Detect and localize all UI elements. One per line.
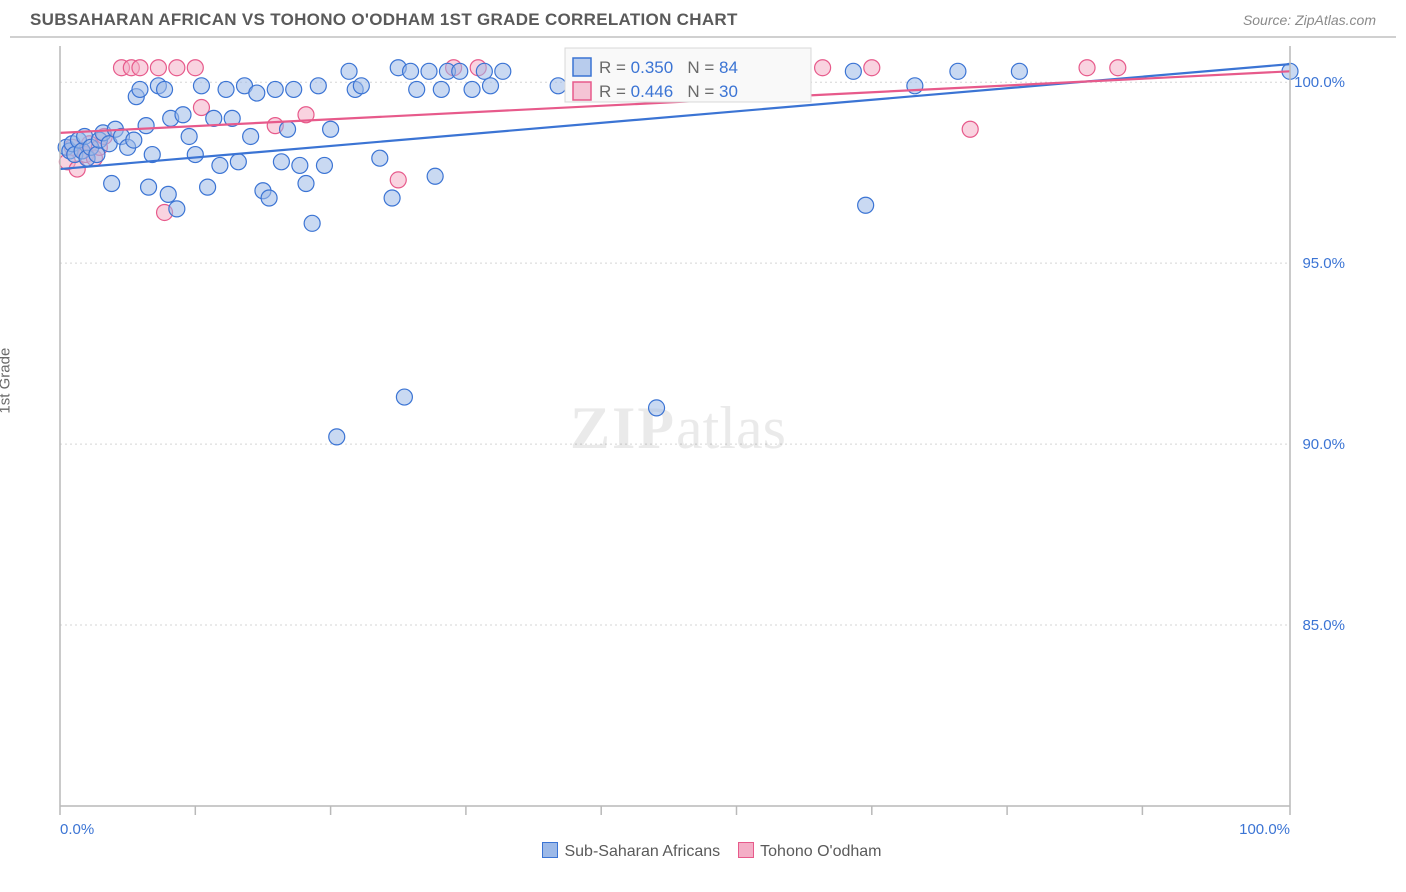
watermark: ZIPatlas: [570, 395, 786, 461]
data-point: [175, 107, 191, 123]
data-point: [323, 121, 339, 137]
chart-area: 1st Grade 100.0%95.0%90.0%85.0%ZIPatlas0…: [10, 38, 1396, 838]
data-point: [160, 186, 176, 202]
y-axis-label: 1st Grade: [0, 348, 14, 414]
data-point: [950, 63, 966, 79]
data-point: [132, 60, 148, 76]
data-point: [193, 78, 209, 94]
y-tick-label: 90.0%: [1302, 436, 1345, 453]
data-point: [292, 157, 308, 173]
data-point: [126, 132, 142, 148]
legend-swatch: [573, 58, 591, 76]
data-point: [169, 201, 185, 217]
data-point: [329, 429, 345, 445]
data-point: [138, 118, 154, 134]
data-point: [483, 78, 499, 94]
legend-label: Sub-Saharan Africans: [564, 843, 720, 860]
data-point: [403, 63, 419, 79]
data-point: [384, 190, 400, 206]
data-point: [169, 60, 185, 76]
chart-source: Source: ZipAtlas.com: [1243, 12, 1376, 28]
data-point: [396, 389, 412, 405]
data-point: [310, 78, 326, 94]
legend-stats: R = 0.350 N = 84: [599, 58, 738, 77]
legend-stats: R = 0.446 N = 30: [599, 82, 738, 101]
data-point: [962, 121, 978, 137]
data-point: [316, 157, 332, 173]
data-point: [132, 81, 148, 97]
data-point: [409, 81, 425, 97]
data-point: [1079, 60, 1095, 76]
data-point: [1011, 63, 1027, 79]
data-point: [476, 63, 492, 79]
legend-swatch: [573, 82, 591, 100]
bottom-legend: Sub-Saharan Africans Tohono O'odham: [0, 838, 1406, 861]
data-point: [845, 63, 861, 79]
data-point: [150, 60, 166, 76]
data-point: [187, 60, 203, 76]
legend-swatch: [542, 842, 558, 858]
data-point: [464, 81, 480, 97]
data-point: [550, 78, 566, 94]
data-point: [212, 157, 228, 173]
data-point: [218, 81, 234, 97]
data-point: [243, 128, 259, 144]
data-point: [433, 81, 449, 97]
data-point: [372, 150, 388, 166]
data-point: [495, 63, 511, 79]
y-tick-label: 100.0%: [1294, 74, 1345, 91]
data-point: [267, 81, 283, 97]
data-point: [864, 60, 880, 76]
legend-label: Tohono O'odham: [760, 843, 881, 860]
y-tick-label: 85.0%: [1302, 617, 1345, 634]
data-point: [452, 63, 468, 79]
data-point: [858, 197, 874, 213]
data-point: [249, 85, 265, 101]
data-point: [427, 168, 443, 184]
data-point: [261, 190, 277, 206]
data-point: [390, 172, 406, 188]
data-point: [200, 179, 216, 195]
data-point: [421, 63, 437, 79]
data-point: [104, 176, 120, 192]
legend-swatch: [738, 842, 754, 858]
data-point: [230, 154, 246, 170]
data-point: [280, 121, 296, 137]
data-point: [286, 81, 302, 97]
chart-title: SUBSAHARAN AFRICAN VS TOHONO O'ODHAM 1ST…: [30, 10, 738, 30]
data-point: [304, 215, 320, 231]
scatter-chart: 100.0% 95.0% 90.0% 85.0% ZIPatlas 0.0% 100.0% R…: [10, 38, 1396, 838]
data-point: [273, 154, 289, 170]
data-point: [187, 147, 203, 163]
data-point: [298, 176, 314, 192]
data-point: [649, 400, 665, 416]
x-max-label: 100.0%: [1239, 821, 1290, 838]
y-tick-label: 95.0%: [1302, 255, 1345, 272]
data-point: [141, 179, 157, 195]
data-point: [815, 60, 831, 76]
data-point: [341, 63, 357, 79]
x-min-label: 0.0%: [60, 821, 94, 838]
data-point: [1110, 60, 1126, 76]
chart-header: SUBSAHARAN AFRICAN VS TOHONO O'ODHAM 1ST…: [10, 0, 1396, 38]
data-point: [157, 81, 173, 97]
data-point: [181, 128, 197, 144]
data-point: [353, 78, 369, 94]
